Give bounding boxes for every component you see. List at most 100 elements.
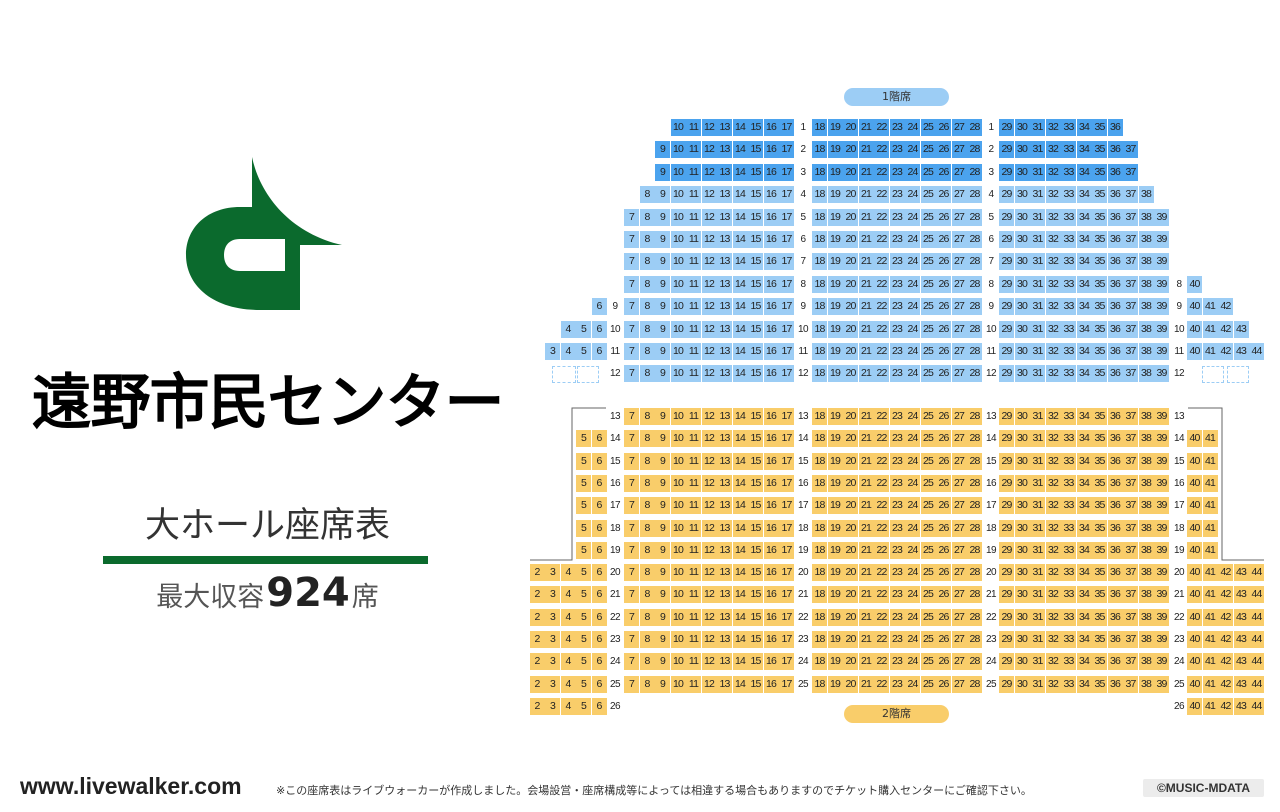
seat[interactable]: 35 — [1092, 519, 1107, 537]
seat[interactable]: 28 — [967, 298, 982, 316]
seat[interactable]: 14 — [732, 275, 748, 293]
seat[interactable]: 9 — [655, 208, 670, 226]
seat[interactable]: 6 — [591, 320, 607, 338]
seat[interactable]: 34 — [1076, 320, 1092, 338]
seat[interactable]: 28 — [967, 275, 982, 293]
seat[interactable]: 37 — [1123, 253, 1138, 271]
seat[interactable]: 30 — [1014, 320, 1030, 338]
seat[interactable]: 25 — [920, 320, 936, 338]
seat[interactable]: 19 — [827, 320, 843, 338]
seat[interactable]: 4 — [560, 675, 576, 693]
seat[interactable]: 19 — [827, 653, 843, 671]
seat[interactable]: 23 — [889, 186, 905, 204]
seat[interactable]: 22 — [874, 343, 889, 360]
seat[interactable]: 27 — [951, 430, 967, 448]
seat[interactable]: 5 — [576, 653, 591, 671]
seat[interactable]: 29 — [999, 298, 1014, 316]
seat[interactable]: 26 — [936, 253, 951, 271]
seat[interactable]: 30 — [1014, 675, 1030, 693]
seat[interactable]: 12 — [701, 564, 717, 582]
seat[interactable]: 7 — [624, 497, 639, 515]
seat[interactable]: 19 — [827, 231, 843, 248]
seat[interactable]: 11 — [686, 208, 701, 226]
seat[interactable]: 22 — [874, 119, 889, 136]
seat[interactable]: 23 — [889, 253, 905, 271]
seat[interactable]: 31 — [1030, 519, 1045, 537]
seat[interactable]: 18 — [812, 408, 827, 425]
seat[interactable]: 20 — [843, 408, 858, 425]
seat[interactable]: 23 — [889, 497, 905, 515]
seat[interactable]: 33 — [1061, 253, 1076, 271]
seat[interactable]: 15 — [748, 343, 763, 360]
seat[interactable]: 33 — [1061, 608, 1076, 626]
seat[interactable]: 28 — [967, 631, 982, 648]
seat[interactable]: 28 — [967, 519, 982, 537]
seat[interactable]: 27 — [951, 298, 967, 316]
seat[interactable]: 14 — [732, 119, 748, 136]
seat[interactable]: 28 — [967, 474, 982, 492]
seat[interactable]: 25 — [920, 675, 936, 693]
seat[interactable]: 12 — [701, 343, 717, 360]
seat[interactable]: 32 — [1045, 365, 1061, 383]
seat[interactable]: 35 — [1092, 365, 1107, 383]
seat[interactable]: 32 — [1045, 231, 1061, 248]
seat[interactable]: 11 — [686, 320, 701, 338]
seat[interactable]: 24 — [905, 163, 920, 181]
seat[interactable]: 26 — [936, 675, 951, 693]
seat[interactable]: 39 — [1154, 320, 1169, 338]
seat[interactable]: 26 — [936, 163, 951, 181]
seat[interactable]: 27 — [951, 253, 967, 271]
seat[interactable]: 31 — [1030, 163, 1045, 181]
seat[interactable]: 36 — [1107, 208, 1123, 226]
seat[interactable]: 27 — [951, 119, 967, 136]
seat[interactable]: 2 — [529, 697, 545, 715]
seat[interactable]: 43 — [1233, 697, 1249, 715]
seat[interactable]: 26 — [936, 564, 951, 582]
seat[interactable]: 14 — [732, 541, 748, 559]
seat[interactable]: 6 — [591, 653, 607, 671]
seat[interactable]: 38 — [1138, 430, 1154, 448]
seat[interactable]: 23 — [889, 675, 905, 693]
seat[interactable]: 15 — [748, 208, 763, 226]
seat[interactable]: 17 — [779, 320, 794, 338]
seat[interactable]: 17 — [779, 608, 794, 626]
seat[interactable]: 21 — [858, 208, 874, 226]
seat[interactable]: 23 — [889, 320, 905, 338]
seat[interactable]: 38 — [1138, 452, 1154, 470]
seat[interactable]: 35 — [1092, 298, 1107, 316]
seat[interactable]: 39 — [1154, 343, 1169, 360]
seat[interactable]: 26 — [936, 343, 951, 360]
seat[interactable]: 15 — [748, 298, 763, 316]
seat[interactable]: 6 — [591, 343, 607, 360]
seat[interactable]: 15 — [748, 365, 763, 383]
seat[interactable]: 17 — [779, 298, 794, 316]
seat[interactable]: 13 — [717, 608, 732, 626]
seat[interactable]: 36 — [1107, 186, 1123, 204]
seat[interactable]: 5 — [576, 697, 591, 715]
seat[interactable]: 17 — [779, 497, 794, 515]
seat[interactable]: 16 — [763, 365, 779, 383]
seat[interactable]: 29 — [999, 497, 1014, 515]
seat[interactable]: 34 — [1076, 231, 1092, 248]
seat[interactable]: 26 — [936, 497, 951, 515]
seat[interactable]: 14 — [732, 430, 748, 448]
seat[interactable]: 21 — [858, 365, 874, 383]
seat[interactable]: 27 — [951, 408, 967, 425]
seat[interactable]: 20 — [843, 253, 858, 271]
seat[interactable]: 20 — [843, 608, 858, 626]
seat[interactable]: 39 — [1154, 675, 1169, 693]
seat[interactable]: 33 — [1061, 519, 1076, 537]
seat[interactable]: 38 — [1138, 675, 1154, 693]
seat[interactable]: 25 — [920, 231, 936, 248]
seat[interactable]: 25 — [920, 519, 936, 537]
seat[interactable]: 9 — [655, 343, 670, 360]
seat[interactable]: 12 — [701, 275, 717, 293]
seat[interactable]: 11 — [686, 653, 701, 671]
seat[interactable]: 33 — [1061, 586, 1076, 604]
seat[interactable]: 8 — [639, 186, 655, 204]
seat[interactable]: 26 — [936, 586, 951, 604]
seat[interactable]: 15 — [748, 275, 763, 293]
seat[interactable]: 8 — [639, 631, 655, 648]
seat[interactable]: 40 — [1187, 343, 1202, 360]
seat[interactable]: 24 — [905, 608, 920, 626]
